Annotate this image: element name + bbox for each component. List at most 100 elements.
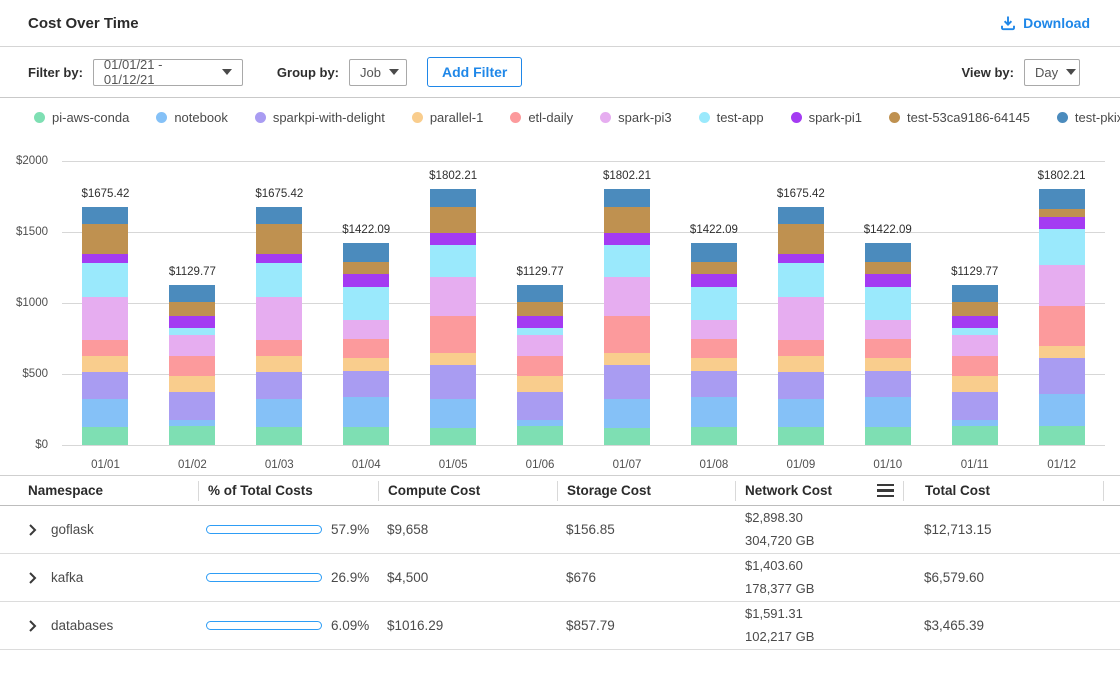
group-by-select[interactable]: Job xyxy=(349,58,408,86)
bar-segment-test-53ca9186-64145[interactable] xyxy=(343,262,390,275)
bar-segment-test-app[interactable] xyxy=(82,263,129,297)
chevron-right-icon[interactable] xyxy=(27,571,38,584)
bar-segment-test-app[interactable] xyxy=(517,328,564,336)
column-header-compute[interactable]: Compute Cost xyxy=(378,480,557,501)
bar-segment-spark-pi1[interactable] xyxy=(951,316,998,329)
column-header-percent[interactable]: % of Total Costs xyxy=(198,480,378,501)
bar-segment-test-pkix[interactable] xyxy=(256,207,303,224)
bar-segment-test-53ca9186-64145[interactable] xyxy=(430,207,477,233)
bar-segment-test-app[interactable] xyxy=(951,328,998,336)
bar-segment-test-app[interactable] xyxy=(343,287,390,321)
bar-segment-sparkpi-with-delight[interactable] xyxy=(951,392,998,421)
bar-segment-notebook[interactable] xyxy=(951,420,998,427)
bar-segment-notebook[interactable] xyxy=(603,399,650,428)
bar-segment-spark-pi3[interactable] xyxy=(690,320,737,340)
bar-segment-test-app[interactable] xyxy=(777,263,824,297)
bar-segment-test-app[interactable] xyxy=(430,244,477,278)
bar-segment-etl-daily[interactable] xyxy=(777,339,824,356)
bar-segment-test-53ca9186-64145[interactable] xyxy=(517,301,564,317)
bar-segment-etl-daily[interactable] xyxy=(690,339,737,358)
legend-item-test-53ca9186-64145[interactable]: test-53ca9186-64145 xyxy=(889,110,1030,125)
bar-segment-parallel-1[interactable] xyxy=(1038,345,1085,359)
bar-segment-parallel-1[interactable] xyxy=(864,357,911,372)
bar-segment-parallel-1[interactable] xyxy=(343,357,390,372)
bar-segment-notebook[interactable] xyxy=(690,396,737,427)
bar-segment-spark-pi3[interactable] xyxy=(169,335,216,357)
bar-segment-parallel-1[interactable] xyxy=(256,355,303,372)
bar-segment-test-pkix[interactable] xyxy=(864,243,911,263)
bar-segment-spark-pi1[interactable] xyxy=(256,254,303,264)
bar-segment-etl-daily[interactable] xyxy=(951,356,998,376)
bar-segment-notebook[interactable] xyxy=(430,399,477,428)
bar-segment-test-app[interactable] xyxy=(256,263,303,297)
bar-segment-spark-pi1[interactable] xyxy=(603,232,650,245)
table-row-kafka[interactable]: kafka 26.9% $4,500 $676 $1,403.60 178,37… xyxy=(0,554,1120,602)
bar-segment-sparkpi-with-delight[interactable] xyxy=(777,371,824,400)
legend-item-notebook[interactable]: notebook xyxy=(156,110,228,125)
bar-segment-pi-aws-conda[interactable] xyxy=(690,427,737,445)
add-filter-button[interactable]: Add Filter xyxy=(427,57,523,87)
bar-segment-pi-aws-conda[interactable] xyxy=(343,427,390,445)
bar-segment-pi-aws-conda[interactable] xyxy=(517,426,564,445)
namespace-cell[interactable]: goflask xyxy=(0,522,198,537)
bar-segment-notebook[interactable] xyxy=(256,399,303,428)
legend-item-parallel-1[interactable]: parallel-1 xyxy=(411,110,483,125)
bar-segment-pi-aws-conda[interactable] xyxy=(1038,426,1085,445)
bar-segment-pi-aws-conda[interactable] xyxy=(169,426,216,445)
column-header-storage[interactable]: Storage Cost xyxy=(557,480,735,501)
bar-segment-test-53ca9186-64145[interactable] xyxy=(777,223,824,255)
column-header-total[interactable]: Total Cost xyxy=(903,480,1120,501)
legend-item-sparkpi-with-delight[interactable]: sparkpi-with-delight xyxy=(254,110,385,125)
bar-segment-sparkpi-with-delight[interactable] xyxy=(603,365,650,400)
bar-segment-spark-pi3[interactable] xyxy=(951,335,998,357)
bar-segment-spark-pi3[interactable] xyxy=(864,320,911,340)
bar-segment-test-pkix[interactable] xyxy=(603,189,650,208)
bar-segment-etl-daily[interactable] xyxy=(169,356,216,376)
bar-segment-sparkpi-with-delight[interactable] xyxy=(864,371,911,397)
bar-segment-etl-daily[interactable] xyxy=(82,339,129,356)
bar-segment-test-pkix[interactable] xyxy=(169,284,216,302)
bar-segment-test-pkix[interactable] xyxy=(343,243,390,263)
bar-segment-spark-pi3[interactable] xyxy=(430,277,477,316)
bar-segment-parallel-1[interactable] xyxy=(603,352,650,366)
bar-segment-sparkpi-with-delight[interactable] xyxy=(1038,358,1085,395)
bar-segment-spark-pi1[interactable] xyxy=(430,232,477,245)
download-button[interactable]: Download xyxy=(1000,15,1090,31)
bar-segment-spark-pi3[interactable] xyxy=(603,277,650,316)
table-row-goflask[interactable]: goflask 57.9% $9,658 $156.85 $2,898.30 3… xyxy=(0,506,1120,554)
bar-segment-test-app[interactable] xyxy=(1038,229,1085,265)
bar-segment-test-app[interactable] xyxy=(603,244,650,278)
bar-segment-test-53ca9186-64145[interactable] xyxy=(951,301,998,317)
bar-segment-test-pkix[interactable] xyxy=(517,284,564,302)
legend-item-pi-aws-conda[interactable]: pi-aws-conda xyxy=(34,110,129,125)
bar-segment-notebook[interactable] xyxy=(1038,394,1085,427)
column-menu-icon[interactable] xyxy=(877,483,894,501)
bar-segment-etl-daily[interactable] xyxy=(517,356,564,376)
bar-segment-parallel-1[interactable] xyxy=(430,352,477,366)
table-row-databases[interactable]: databases 6.09% $1016.29 $857.79 $1,591.… xyxy=(0,602,1120,650)
chevron-right-icon[interactable] xyxy=(27,523,38,536)
chevron-right-icon[interactable] xyxy=(27,619,38,632)
bar-segment-etl-daily[interactable] xyxy=(343,339,390,358)
bar-segment-sparkpi-with-delight[interactable] xyxy=(430,365,477,400)
bar-segment-spark-pi1[interactable] xyxy=(169,316,216,329)
namespace-cell[interactable]: kafka xyxy=(0,570,198,585)
date-range-select[interactable]: 01/01/21 - 01/12/21 xyxy=(92,57,243,87)
bar-segment-test-53ca9186-64145[interactable] xyxy=(82,223,129,255)
bar-segment-spark-pi1[interactable] xyxy=(1038,217,1085,230)
bar-segment-spark-pi3[interactable] xyxy=(517,335,564,357)
legend-item-test-pkix[interactable]: test-pkix xyxy=(1056,110,1120,125)
bar-segment-spark-pi3[interactable] xyxy=(777,296,824,340)
bar-segment-test-53ca9186-64145[interactable] xyxy=(864,262,911,275)
column-header-network[interactable]: Network Cost xyxy=(735,480,903,501)
bar-segment-test-53ca9186-64145[interactable] xyxy=(690,262,737,275)
bar-segment-notebook[interactable] xyxy=(343,396,390,427)
bar-segment-spark-pi1[interactable] xyxy=(517,316,564,329)
bar-segment-sparkpi-with-delight[interactable] xyxy=(690,371,737,397)
bar-segment-test-53ca9186-64145[interactable] xyxy=(603,207,650,233)
bar-segment-spark-pi3[interactable] xyxy=(256,296,303,340)
bar-segment-test-pkix[interactable] xyxy=(951,284,998,302)
view-by-select[interactable]: Day xyxy=(1024,58,1080,86)
bar-segment-notebook[interactable] xyxy=(517,420,564,427)
bar-segment-sparkpi-with-delight[interactable] xyxy=(169,392,216,421)
